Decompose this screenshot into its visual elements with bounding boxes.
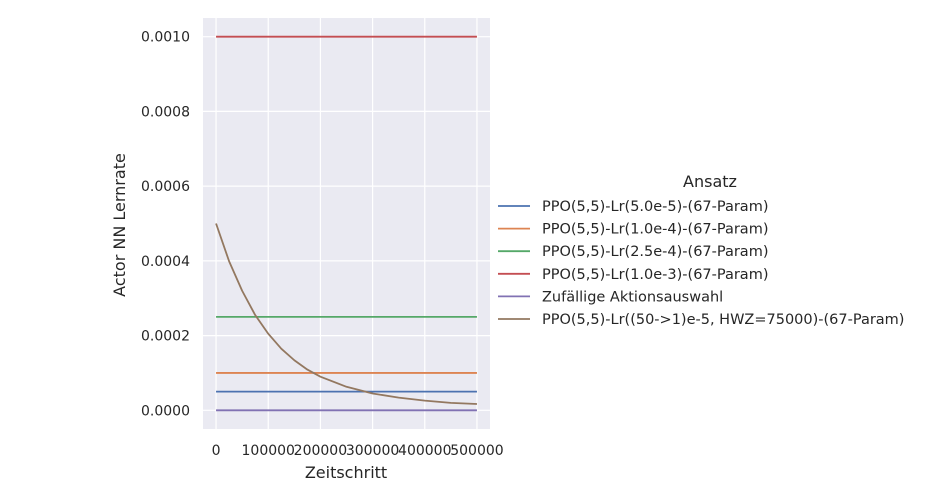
x-tick-label: 300000 [346, 443, 399, 459]
series-line [215, 223, 477, 405]
y-axis-label: Actor NN Lernrate [110, 153, 129, 297]
y-tick-label: 0.0010 [141, 30, 190, 46]
x-tick-label: 500000 [450, 443, 503, 459]
legend: Ansatz PPO(5,5)-Lr(5.0e-5)-(67-Param) PPO… [498, 172, 904, 328]
y-tick-label: 0.0006 [141, 179, 190, 195]
x-tick-label: 200000 [294, 443, 347, 459]
legend-entry-label: Zufällige Aktionsauswahl [542, 289, 723, 305]
legend-entry-label: PPO(5,5)-Lr((50->1)e-5, HWZ=75000)-(67-P… [542, 312, 904, 328]
series-lines [215, 35, 477, 412]
x-tick-label: 100000 [242, 443, 295, 459]
x-axis-label: Zeitschritt [305, 463, 387, 482]
y-tick-label: 0.0000 [141, 403, 190, 419]
plot-background [203, 18, 490, 429]
y-tick-label: 0.0002 [141, 329, 190, 345]
x-tick-label: 0 [212, 443, 221, 459]
legend-entry-label: PPO(5,5)-Lr(1.0e-4)-(67-Param) [542, 222, 768, 238]
legend-title: Ansatz [683, 172, 737, 191]
legend-entry-label: PPO(5,5)-Lr(5.0e-5)-(67-Param) [542, 199, 768, 215]
x-tick-label: 400000 [398, 443, 451, 459]
legend-entry-label: PPO(5,5)-Lr(1.0e-3)-(67-Param) [542, 267, 768, 283]
y-tick-label: 0.0004 [141, 254, 190, 270]
plot-area [203, 18, 490, 429]
y-tick-labels: 0.0000 0.0002 0.0004 0.0006 0.0008 0.0010 [141, 30, 190, 420]
y-tick-label: 0.0008 [141, 104, 190, 120]
legend-entry-label: PPO(5,5)-Lr(2.5e-4)-(67-Param) [542, 244, 768, 260]
